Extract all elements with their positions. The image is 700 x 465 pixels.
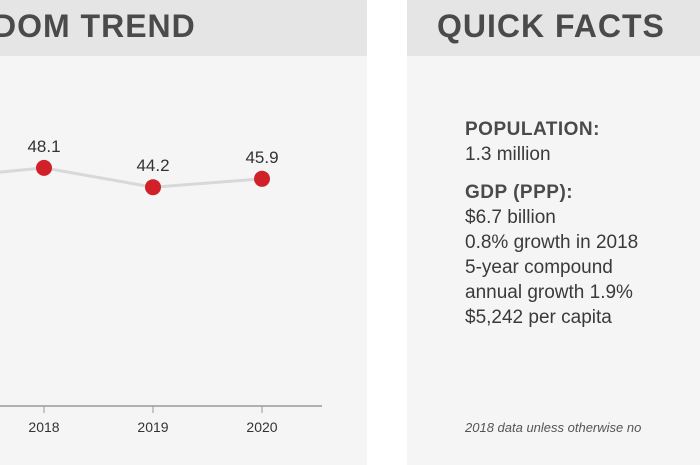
freedom-trend-panel: DOM TREND 2018 2019 2020 48.1 44.2 45.9 bbox=[0, 0, 367, 435]
facts-list: POPULATION: 1.3 million GDP (PPP): $6.7 … bbox=[465, 118, 700, 344]
data-point-2018 bbox=[36, 159, 52, 176]
data-footnote: 2018 data unless otherwise no bbox=[465, 420, 642, 435]
quick-facts-panel: QUICK FACTS POPULATION: 1.3 million GDP … bbox=[407, 0, 700, 465]
population-fact: POPULATION: 1.3 million bbox=[465, 118, 700, 167]
gdp-label: GDP (PPP): bbox=[465, 182, 574, 203]
quick-facts-title: QUICK FACTS bbox=[437, 8, 665, 44]
data-label-2019: 44.2 bbox=[136, 156, 169, 175]
x-tick-label-2018: 2018 bbox=[28, 419, 59, 435]
x-tick-label-2020: 2020 bbox=[246, 419, 277, 435]
data-point-2020 bbox=[254, 170, 270, 187]
gdp-per-capita: $5,242 per capita bbox=[465, 307, 612, 328]
gdp-value: $6.7 billion bbox=[465, 207, 556, 228]
population-value: 1.3 million bbox=[465, 144, 551, 165]
data-label-2018: 48.1 bbox=[27, 137, 60, 156]
series-line bbox=[0, 166, 263, 189]
population-label: POPULATION: bbox=[465, 119, 600, 140]
freedom-trend-header: DOM TREND bbox=[0, 0, 367, 56]
trend-line-chart: 2018 2019 2020 48.1 44.2 45.9 bbox=[0, 137, 322, 435]
gdp-compound-label: 5-year compound bbox=[465, 257, 613, 278]
freedom-trend-title: DOM TREND bbox=[0, 8, 196, 44]
quick-facts-header: QUICK FACTS bbox=[407, 0, 700, 56]
x-tick-label-2019: 2019 bbox=[137, 419, 168, 435]
gdp-fact: GDP (PPP): $6.7 billion 0.8% growth in 2… bbox=[465, 181, 700, 330]
data-label-2020: 45.9 bbox=[245, 148, 278, 167]
gdp-growth: 0.8% growth in 2018 bbox=[465, 232, 639, 253]
gdp-compound-value: annual growth 1.9% bbox=[465, 282, 633, 303]
data-point-2019 bbox=[145, 179, 161, 196]
